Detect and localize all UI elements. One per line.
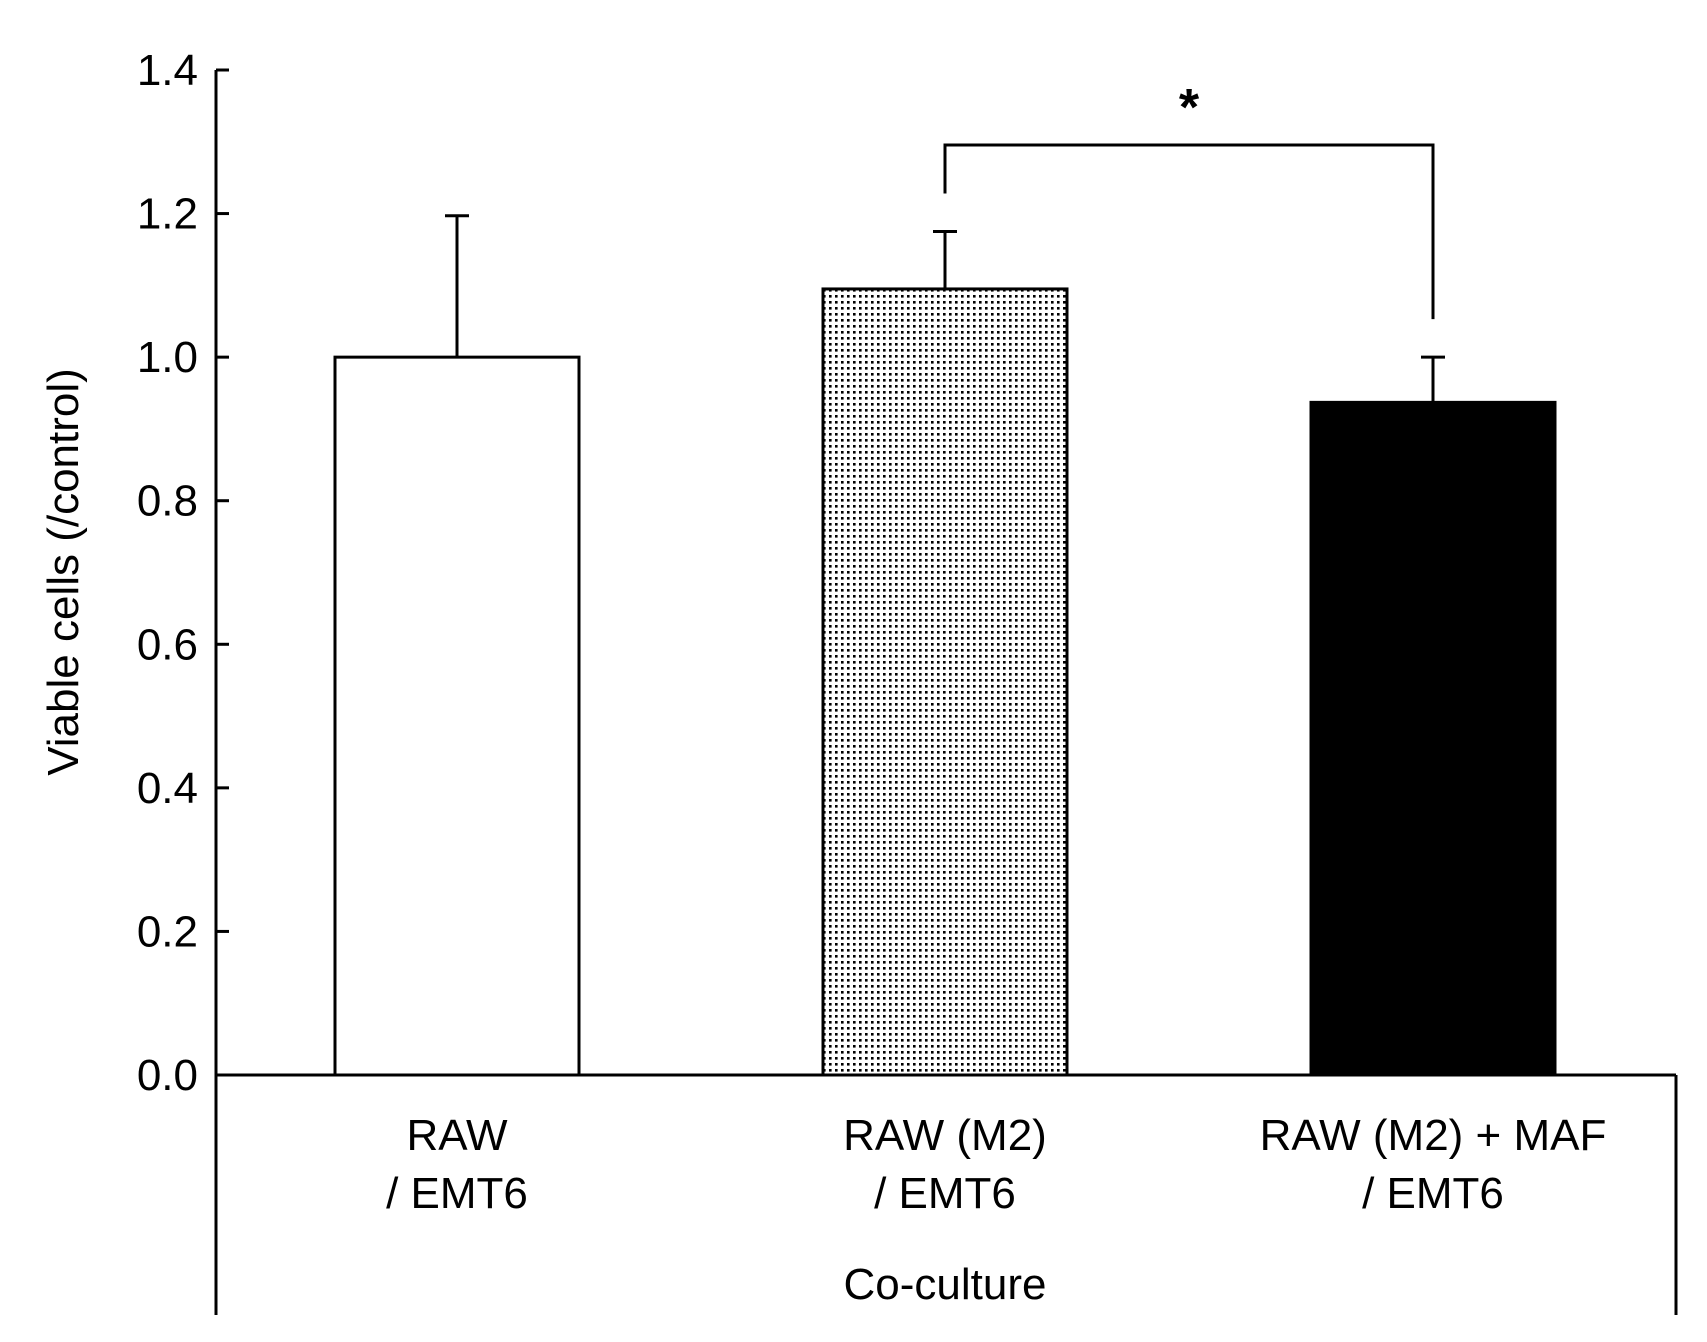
x-tick-label: / EMT6 (386, 1169, 528, 1218)
bars (333, 214, 1557, 1077)
y-axis: 0.0 0.2 0.4 0.6 0.8 1.0 1.2 1.4 (137, 46, 229, 1315)
bracket-line (943, 143, 1435, 320)
y-tick-label: 1.0 (137, 333, 198, 382)
y-tick-label: 0.0 (137, 1051, 198, 1100)
y-tick-label: 0.6 (137, 620, 198, 669)
bar (1309, 400, 1557, 1077)
y-tick-label: 0.2 (137, 907, 198, 956)
x-tick-label: RAW (M2) (843, 1111, 1047, 1160)
y-tick-label: 1.4 (137, 46, 198, 95)
y-tick-label: 0.4 (137, 764, 198, 813)
significance-label: * (1179, 79, 1200, 137)
significance-bracket: * (943, 79, 1435, 320)
x-axis-title: Co-culture (844, 1260, 1047, 1309)
x-tick-label: / EMT6 (1362, 1169, 1504, 1218)
y-axis-title: Viable cells (/control) (39, 368, 88, 776)
bar (333, 355, 581, 1077)
y-tick-label: 1.2 (137, 190, 198, 239)
x-axis: RAW / EMT6 RAW (M2) / EMT6 RAW (M2) + MAF / E… (216, 1073, 1678, 1315)
x-tick-label: RAW (M2) + MAF (1260, 1111, 1607, 1160)
y-tick-label: 0.8 (137, 477, 198, 526)
x-tick-label: RAW (406, 1111, 507, 1160)
x-tick-label: / EMT6 (874, 1169, 1016, 1218)
bar (821, 287, 1069, 1077)
